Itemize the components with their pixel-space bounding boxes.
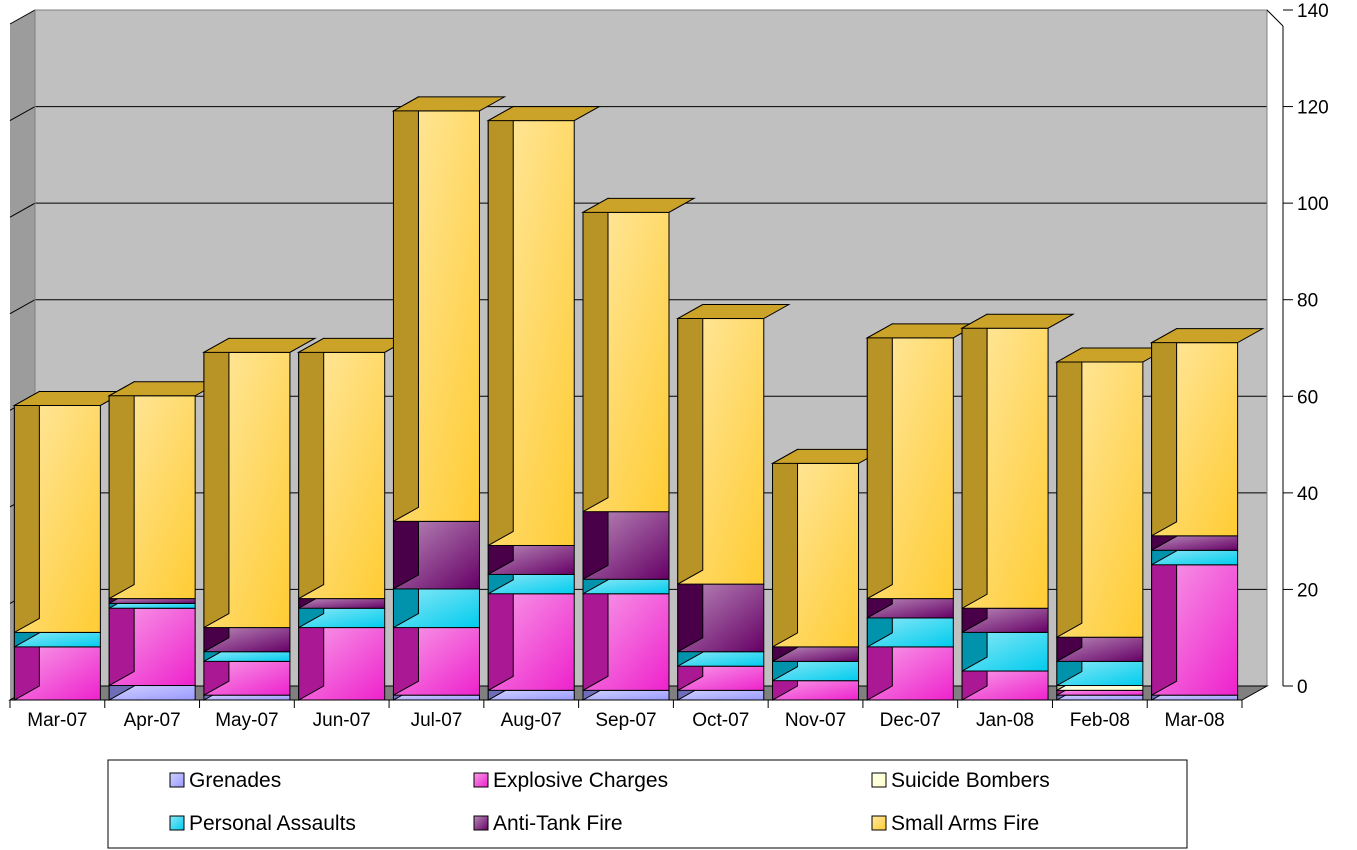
x-tick-label: Apr-07 (124, 710, 181, 731)
y-tick-label: 140 (1297, 1, 1329, 22)
bar-feb-08-small-arms-fire (1056, 347, 1144, 639)
axes: 0 20 40 60 80 100 120 140 Mar-07 Apr-07 May-07 Jun-… (9, 1, 1329, 731)
bar-top-oct-07 (675, 304, 791, 320)
legend-label: Personal Assaults (189, 812, 356, 835)
bar-top-jul-07 (391, 96, 507, 112)
bar-jun-07-small-arms-fire (298, 337, 386, 600)
bar-oct-07-small-arms-fire (677, 303, 765, 585)
bar-stack-feb-08 (1054, 347, 1170, 701)
y-tick-label: 40 (1297, 484, 1318, 505)
bar-may-07-small-arms-fire (203, 337, 291, 629)
x-tick-label: Sep-07 (595, 710, 656, 731)
legend-item-small-arms-fire: Small Arms Fire (871, 812, 1039, 835)
x-tick-label: May-07 (215, 710, 278, 731)
legend-label: Grenades (189, 769, 281, 792)
bar-sep-07-anti-tank-fire (582, 496, 670, 581)
bar-top-jan-08 (960, 313, 1075, 329)
legend-item-anti-tank-fire: Anti-Tank Fire (473, 812, 623, 835)
bar-jul-07-anti-tank-fire (392, 506, 480, 590)
bar-top-aug-07 (486, 106, 602, 122)
legend-item-explosive-charges: Explosive Charges (473, 769, 668, 792)
legend-item-suicide-bombers: Suicide Bombers (871, 769, 1050, 792)
y-tick-label: 100 (1297, 194, 1329, 215)
legend-swatch (871, 815, 887, 831)
legend-label: Explosive Charges (493, 769, 668, 792)
legend-swatch (169, 815, 185, 831)
legend-swatch (473, 772, 489, 788)
bar-apr-07-small-arms-fire (108, 380, 196, 600)
x-tick-label: Jan-08 (976, 710, 1034, 731)
legend-label: Anti-Tank Fire (493, 812, 623, 835)
bar-aug-07-explosive-charges (487, 578, 575, 692)
bar-dec-07-small-arms-fire (866, 323, 954, 600)
bar-may-07-anti-tank-fire (203, 612, 291, 653)
bar-mar-08-explosive-charges (1151, 549, 1239, 697)
bar-mar-07-small-arms-fire (13, 390, 101, 634)
bar-jul-07-explosive-charges (392, 612, 480, 697)
x-tick-label: Feb-08 (1070, 710, 1130, 731)
bar-stack-jan-08 (960, 313, 1075, 701)
bar-stack-nov-07 (770, 448, 886, 701)
y-tick-label: 60 (1297, 387, 1318, 408)
bar-stack-dec-07 (865, 323, 981, 701)
bar-stack-jul-07 (391, 96, 507, 701)
bar-stack-aug-07 (486, 105, 602, 701)
y-tick-label: 80 (1297, 291, 1318, 312)
y-tick-label: 20 (1297, 580, 1318, 601)
bars (12, 96, 1265, 701)
x-tick-label: Aug-07 (501, 710, 562, 731)
y-tick-label: 0 (1297, 677, 1308, 698)
legend: Grenades Explosive Charges Suicide Bombers… (107, 759, 1188, 849)
bar-oct-07-anti-tank-fire (677, 569, 765, 653)
bar-top-may-07 (202, 337, 317, 353)
x-tick-label: Mar-07 (27, 710, 87, 731)
x-tick-label: Dec-07 (880, 710, 941, 731)
bar-sep-07-small-arms-fire (582, 197, 670, 513)
bar-stack-may-07 (202, 337, 317, 701)
bar-stack-mar-08 (1149, 327, 1265, 701)
bar-stack-jun-07 (296, 337, 412, 701)
x-tick-label: Jul-07 (411, 710, 463, 731)
bar-sep-07-explosive-charges (582, 578, 670, 692)
legend-box (107, 759, 1188, 849)
legend-label: Small Arms Fire (891, 812, 1039, 835)
bar-top-mar-08 (1149, 328, 1265, 344)
bar-stack-apr-07 (107, 380, 223, 701)
bar-stack-oct-07 (675, 303, 791, 701)
bar-dec-07-explosive-charges (866, 632, 954, 701)
legend-item-grenades: Grenades (169, 769, 281, 792)
y-tick-label: 120 (1297, 98, 1329, 119)
bar-mar-08-small-arms-fire (1151, 327, 1239, 537)
bar-may-07-explosive-charges (203, 646, 291, 697)
axis-corner (1266, 9, 1284, 27)
bar-jun-07-explosive-charges (298, 612, 386, 701)
bar-jan-08-small-arms-fire (961, 313, 1049, 610)
bar-top-sep-07 (581, 197, 696, 213)
bar-apr-07-explosive-charges (108, 593, 196, 687)
bar-stack-mar-07 (12, 390, 128, 701)
x-tick-label: Nov-07 (785, 710, 846, 731)
legend-swatch (871, 772, 887, 788)
bar-aug-07-small-arms-fire (487, 105, 575, 547)
legend-label: Suicide Bombers (891, 769, 1050, 792)
x-tick-label: Oct-07 (692, 710, 749, 731)
legend-swatch (169, 772, 185, 788)
legend-item-personal-assaults: Personal Assaults (169, 812, 356, 835)
bar-stack-sep-07 (581, 197, 696, 701)
legend-swatch (473, 815, 489, 831)
bar-nov-07-small-arms-fire (772, 448, 860, 648)
x-tick-label: Mar-08 (1165, 710, 1225, 731)
bar-jul-07-small-arms-fire (392, 96, 480, 523)
x-tick-label: Jun-07 (313, 710, 371, 731)
